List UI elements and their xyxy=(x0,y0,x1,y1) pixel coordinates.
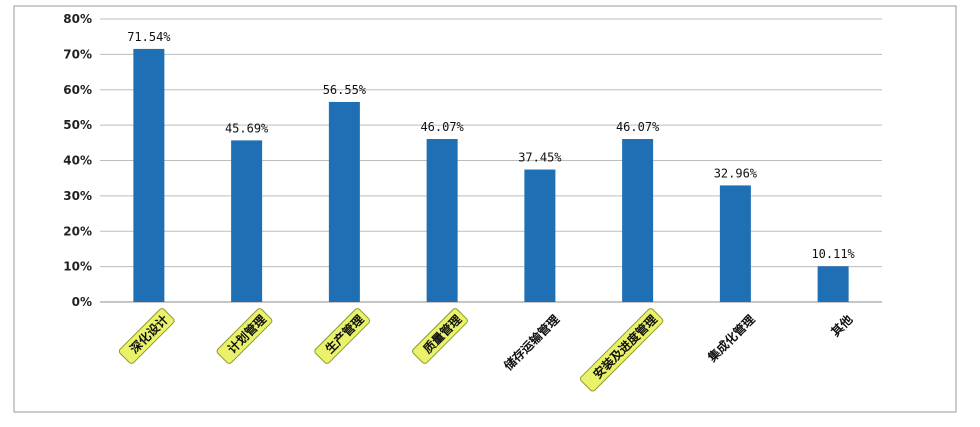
data-label: 71.54% xyxy=(127,30,171,44)
y-tick-label: 20% xyxy=(63,224,92,238)
y-axis-ticks: 0% 10% 20% 30% 40% 50% 60% 70% 80% xyxy=(63,12,92,309)
bar xyxy=(133,48,165,303)
bar xyxy=(231,140,263,302)
data-label: 10.11% xyxy=(811,247,855,261)
y-tick-label: 50% xyxy=(63,118,92,132)
category-highlight xyxy=(412,308,468,364)
gridlines xyxy=(100,18,882,303)
bars xyxy=(133,48,849,303)
y-tick-label: 60% xyxy=(63,83,92,97)
chart-frame xyxy=(13,5,957,413)
y-tick-label: 0% xyxy=(72,295,92,309)
data-label: 45.69% xyxy=(225,121,269,135)
category-highlight xyxy=(216,308,273,364)
y-tick-label: 30% xyxy=(63,189,92,203)
y-tick-label: 10% xyxy=(63,260,92,274)
bar xyxy=(719,185,751,302)
data-label: 56.55% xyxy=(323,83,367,97)
y-tick-label: 70% xyxy=(63,47,92,61)
bar xyxy=(328,101,360,302)
data-label: 37.45% xyxy=(518,151,562,165)
category-highlight xyxy=(580,308,664,392)
category-highlight xyxy=(314,308,371,364)
y-tick-label: 40% xyxy=(63,154,92,168)
data-label: 32.96% xyxy=(714,166,758,180)
bar xyxy=(426,139,458,302)
bar xyxy=(622,139,654,302)
data-label: 46.07% xyxy=(616,120,660,134)
bar xyxy=(524,169,556,302)
data-labels: 71.54% 45.69% 56.55% 46.07% 37.45% 46.07% 32.9… xyxy=(127,30,855,261)
category-highlight xyxy=(118,308,175,364)
y-tick-label: 80% xyxy=(63,12,92,26)
bar xyxy=(817,266,849,302)
data-label: 46.07% xyxy=(420,120,464,134)
